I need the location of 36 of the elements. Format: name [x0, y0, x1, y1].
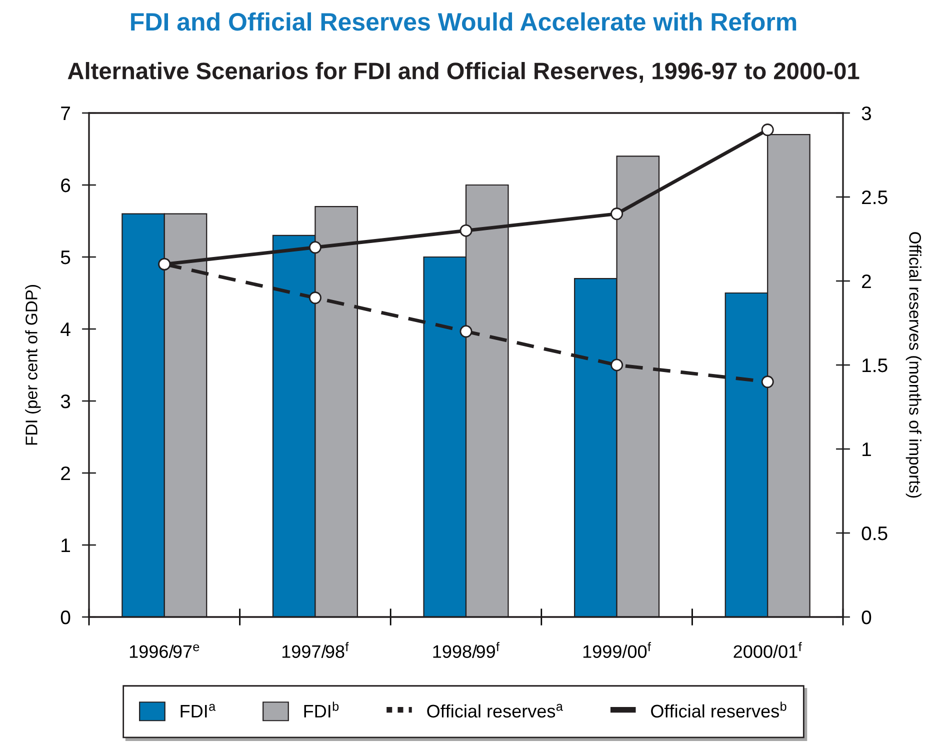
- y-tick-label: 2: [61, 466, 70, 480]
- y2-tick-label: 2.5: [862, 190, 888, 204]
- chart-title: FDI and Official Reserves Would Accelerate with Reform: [131, 12, 796, 31]
- chart-subtitle: Alternative Scenarios for FDI and Official Reserves, 1996-97 to 2000-01: [68, 62, 860, 83]
- y-tick-label: 1: [62, 538, 70, 552]
- point: [460, 325, 472, 338]
- point: [610, 208, 624, 220]
- y2-tick-label: 1.5: [862, 358, 888, 372]
- y2-tick-label: 3: [862, 106, 872, 120]
- x-tick-label: 1996/97$^{e}$: [130, 644, 200, 658]
- x-tick-label: 1998/99$^{f}$: [433, 642, 500, 658]
- point: [761, 124, 774, 136]
- y2-tick-label: 0: [862, 610, 872, 624]
- point: [308, 241, 322, 254]
- y-tick-label: 5: [60, 250, 70, 264]
- legend-label: Official reserves$^{a}$: [427, 704, 563, 718]
- y2-tick-label: 0.5: [862, 526, 888, 540]
- x-tick-label: 1999/00$^{f}$: [583, 642, 652, 658]
- y-tick-label: 0: [60, 610, 70, 624]
- y-axis-title: FDI (per cent of GDP): [25, 284, 41, 445]
- point: [308, 292, 322, 304]
- y2-tick-label: 1: [862, 442, 871, 456]
- x-tick-label: 2000/01$^{f}$: [734, 642, 802, 658]
- y-tick-label: 7: [61, 106, 70, 120]
- y-tick-label: 6: [61, 178, 70, 192]
- y2-axis-title: Official reserves (months of imports): [906, 232, 922, 498]
- point: [460, 224, 472, 237]
- point: [761, 376, 774, 388]
- legend-label: Official reserves$^{b}$: [651, 702, 786, 718]
- legend-label: FDI$^{b}$: [304, 702, 339, 718]
- legend-label: FDI$^{a}$: [180, 704, 216, 718]
- y-tick-label: 3: [60, 394, 70, 408]
- y2-tick-label: 2: [862, 274, 871, 288]
- x-tick-label: 1997/98$^{f}$: [282, 642, 349, 658]
- y-tick-label: 4: [60, 322, 70, 336]
- point: [610, 358, 624, 372]
